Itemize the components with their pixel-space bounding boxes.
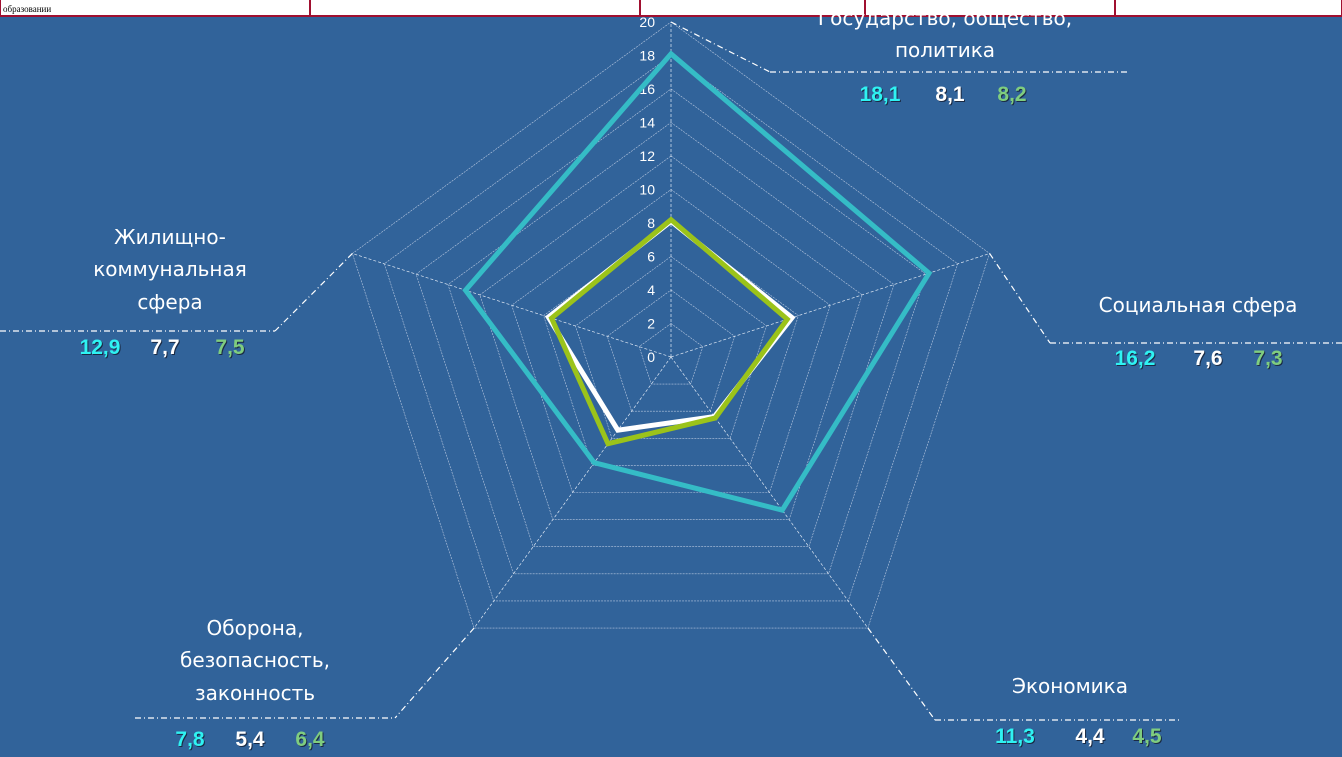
- value-label: 8,1: [935, 83, 965, 106]
- r-tick-label: 14: [639, 115, 655, 131]
- category-label: Жилищно-: [114, 225, 226, 249]
- r-tick-label: 2: [647, 316, 655, 332]
- r-tick-label: 12: [639, 148, 655, 164]
- category-label: Государство, общество,: [818, 6, 1072, 30]
- axis-spoke: [670, 253, 990, 358]
- grid-ring: [352, 21, 990, 629]
- series-line: [545, 218, 796, 433]
- value-label: 18,1: [860, 83, 901, 106]
- leader-line: [867, 627, 936, 721]
- axis-spoke: [670, 356, 869, 629]
- grid-ring: [606, 289, 736, 412]
- r-tick-label: 20: [639, 14, 655, 30]
- grid-ring: [511, 189, 831, 493]
- value-label: 12,9: [80, 336, 121, 359]
- value-label: 7,3: [1253, 347, 1282, 370]
- leader-line: [989, 253, 1051, 344]
- category-label: сфера: [137, 290, 202, 314]
- axis-spoke: [473, 356, 672, 629]
- r-tick-label: 10: [639, 182, 655, 198]
- grid-ring: [383, 55, 959, 602]
- category-label: законность: [195, 681, 315, 705]
- value-label: 4,4: [1075, 725, 1105, 748]
- r-tick-label: 4: [647, 282, 655, 298]
- r-tick-label: 8: [647, 215, 655, 231]
- table-row: [0, 0, 1342, 17]
- grid-ring: [543, 222, 799, 466]
- leader-line: [670, 21, 771, 73]
- table-text: образовании: [3, 4, 51, 14]
- value-label: 6,4: [295, 728, 325, 751]
- top-table: образовании: [0, 0, 1342, 17]
- category-label: Оборона,: [207, 616, 304, 640]
- grid-ring: [415, 88, 927, 575]
- value-label: 7,5: [215, 336, 245, 359]
- series-line: [548, 216, 791, 447]
- category-label: Экономика: [1012, 674, 1128, 698]
- value-label: 4,5: [1132, 725, 1162, 748]
- leader-line: [274, 253, 353, 332]
- grid-ring: [575, 256, 767, 439]
- axis-spoke: [352, 253, 672, 358]
- value-label: 16,2: [1115, 347, 1156, 370]
- grid-ring: [479, 155, 863, 520]
- r-tick-label: 18: [639, 48, 655, 64]
- category-label: Социальная сфера: [1099, 293, 1298, 317]
- r-tick-label: 6: [647, 249, 655, 265]
- series-line: [462, 50, 933, 513]
- category-label: политика: [895, 38, 995, 62]
- leader-line: [394, 627, 475, 719]
- value-label: 11,3: [995, 725, 1035, 748]
- value-label: 5,4: [235, 728, 265, 751]
- grid-ring: [447, 122, 895, 548]
- category-label: коммунальная: [93, 257, 247, 281]
- value-label: 7,6: [1193, 347, 1222, 370]
- value-label: 7,7: [150, 336, 179, 359]
- category-label: безопасность,: [180, 648, 330, 672]
- value-label: 8,2: [997, 83, 1026, 106]
- value-label: 7,8: [175, 728, 205, 751]
- r-tick-label: 0: [647, 349, 655, 365]
